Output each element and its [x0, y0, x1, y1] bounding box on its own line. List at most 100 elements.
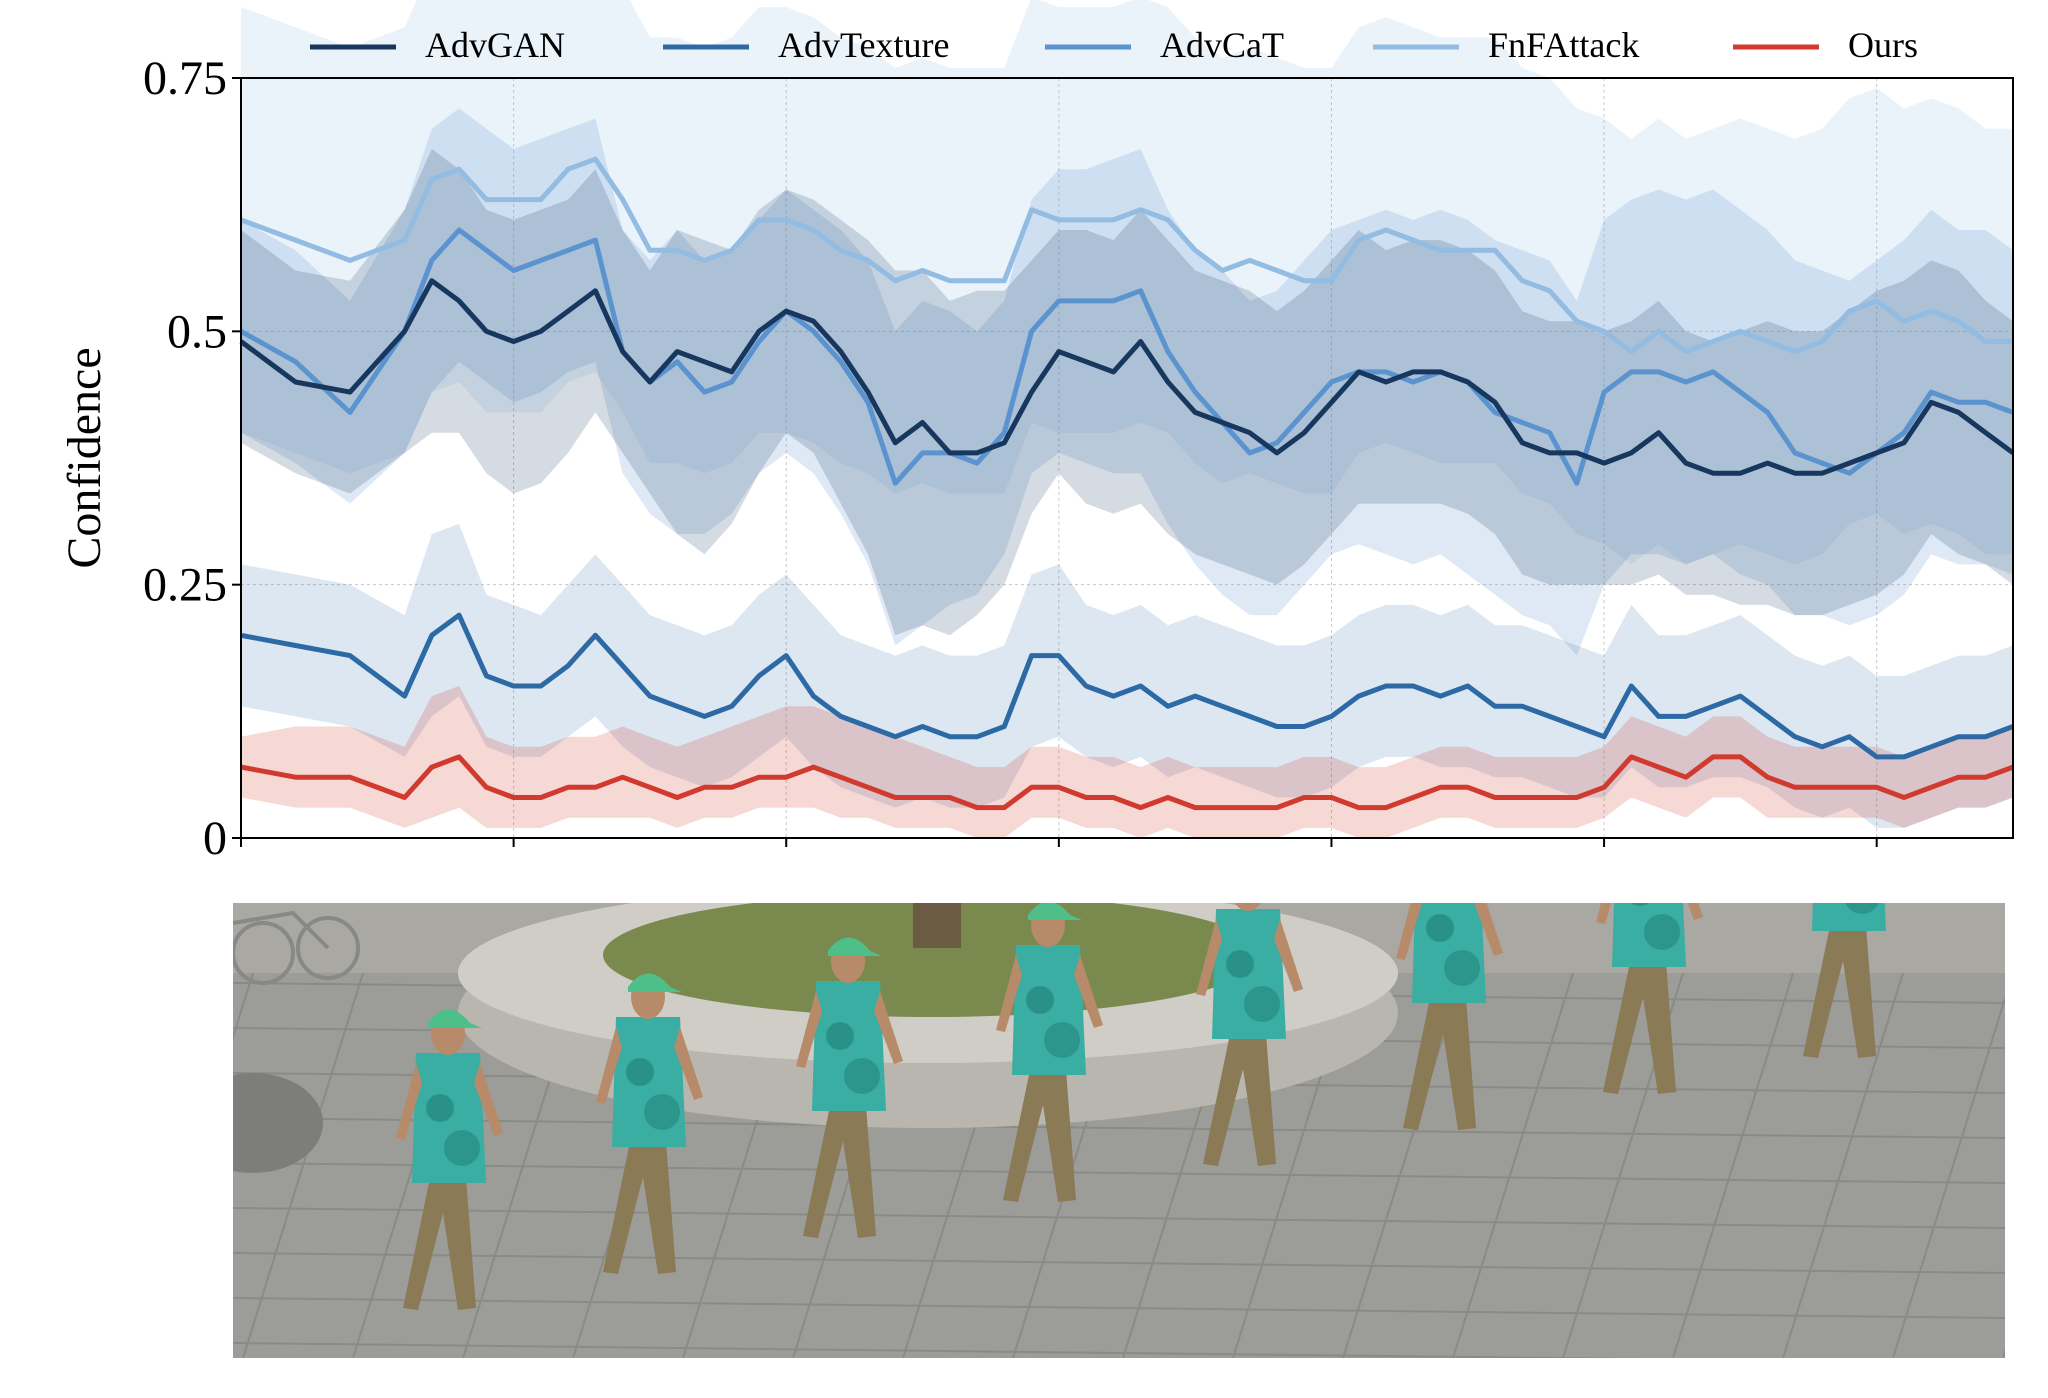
figure-arm: [396, 1063, 422, 1140]
shirt-pattern: [1644, 914, 1680, 950]
y-axis-ticks: 0 0.25 0.5 0.75: [143, 52, 241, 860]
figure-cap: [828, 937, 882, 956]
figure-pants: [1003, 1070, 1076, 1202]
walking-figure: [1396, 903, 1503, 1130]
figure-arm: [1474, 903, 1503, 956]
figure-cap: [428, 1009, 482, 1028]
shirt-pattern: [1026, 986, 1054, 1014]
figure-pants: [1403, 998, 1476, 1130]
shirt-pattern: [1845, 903, 1879, 914]
walking-figures: [396, 903, 1886, 1310]
tile-line: [233, 1342, 1651, 1358]
tile-line: [242, 972, 364, 1358]
series-lines: [239, 156, 2015, 811]
shirt-pattern: [826, 1022, 854, 1050]
tile-line: [1342, 972, 1464, 1358]
tile-line: [233, 1117, 2005, 1139]
walking-figure: [1803, 903, 1886, 1058]
shirt-pattern: [426, 1094, 454, 1122]
bicycles: [233, 910, 360, 985]
planter-grass: [603, 903, 1263, 1017]
figure-arm: [1596, 903, 1612, 924]
chart-legend: AdvGAN AdvTexture AdvCaT FnFAttack Ours: [310, 25, 1918, 65]
y-axis-label: Confidence: [58, 347, 111, 568]
walking-figure: [1596, 903, 1703, 1094]
figure-cap: [628, 973, 682, 992]
shirt-pattern: [1444, 950, 1480, 986]
plot-frame: [240, 77, 2014, 839]
shirt-pattern: [1631, 903, 1649, 906]
band-fnfattack: [241, 0, 2013, 565]
figure-head: [1234, 903, 1262, 911]
figure-arm: [1396, 903, 1422, 960]
figure-pants: [803, 1106, 876, 1238]
tile-line: [1452, 972, 1574, 1358]
band-advcat: [241, 108, 2013, 656]
tile-line: [233, 1297, 2005, 1319]
band-advtexture: [241, 523, 2013, 828]
line-advcat: [239, 227, 2014, 486]
figure-cap: [1028, 903, 1082, 920]
figure-pants: [403, 1178, 476, 1310]
x-tick-label: 300: [1841, 852, 1913, 860]
legend-label-advgan: AdvGAN: [425, 25, 565, 65]
tile-line: [233, 1162, 2005, 1184]
line-ours: [240, 754, 2014, 811]
shirt-pattern: [644, 1094, 680, 1130]
figure-arm: [1274, 919, 1303, 992]
tile-line: [1782, 972, 1904, 1358]
walking-figure: [1196, 903, 1303, 1166]
figure-arm: [796, 991, 822, 1068]
figure-arm: [596, 1027, 622, 1104]
x-tick-label: 200: [1295, 852, 1367, 860]
figure-arm: [874, 991, 903, 1064]
x-tick-label: 150: [1023, 852, 1095, 860]
line-advgan: [239, 278, 2015, 476]
figure-pants: [1203, 1034, 1276, 1166]
x-tick-label: 250: [1568, 852, 1640, 860]
line-fnfattack: [240, 156, 2013, 355]
legend-label-ours: Ours: [1848, 25, 1918, 65]
confidence-bands: [241, 0, 2013, 838]
walking-figure: [996, 903, 1103, 1202]
walking-figure: [596, 973, 703, 1274]
confidence-chart: 0 50 100 150 200 250 300 0 0.25 0.5 0.75 Confiden…: [58, 0, 2015, 860]
x-tick-label: 50: [490, 852, 538, 860]
figure-arm: [474, 1063, 503, 1136]
shirt-pattern: [844, 1058, 880, 1094]
y-tick-label: 0.5: [167, 305, 227, 358]
shirt-pattern: [1044, 1022, 1080, 1058]
line-advtexture: [240, 612, 2014, 760]
figure-arm: [1196, 919, 1222, 996]
x-tick-label: 100: [750, 852, 822, 860]
walking-figure: [396, 1009, 503, 1310]
figure-pants: [1603, 962, 1676, 1094]
y-tick-label: 0.75: [143, 52, 227, 105]
shirt-pattern: [1226, 950, 1254, 978]
tile-line: [233, 1207, 2005, 1229]
y-tick-label: 0: [203, 812, 227, 860]
tree-trunk: [913, 903, 961, 948]
figure-pants: [603, 1142, 676, 1274]
figure-arm: [674, 1027, 703, 1100]
photo-scene: [233, 903, 2005, 1358]
shirt-pattern: [444, 1130, 480, 1166]
drain-cover: [233, 1073, 323, 1173]
shirt-pattern: [1426, 914, 1454, 942]
figure-arm: [1687, 903, 1703, 920]
legend-label-advtexture: AdvTexture: [778, 25, 949, 65]
walking-sequence-photo: [233, 903, 2005, 1358]
walking-figure: [796, 937, 903, 1238]
figure-pants: [1803, 926, 1876, 1058]
tile-line: [233, 1252, 2005, 1274]
figure-arm: [996, 955, 1022, 1032]
tile-line: [1672, 972, 1794, 1358]
shirt-pattern: [1244, 986, 1280, 1022]
legend-label-advcat: AdvCaT: [1160, 25, 1284, 65]
tile-line: [1892, 995, 2005, 1358]
y-tick-label: 0.25: [143, 559, 227, 612]
x-axis-ticks: 0 50 100 150 200 250 300: [229, 838, 1913, 860]
x-tick-label: 0: [229, 852, 253, 860]
legend-label-fnfattack: FnFAttack: [1488, 25, 1639, 65]
shirt-pattern: [626, 1058, 654, 1086]
